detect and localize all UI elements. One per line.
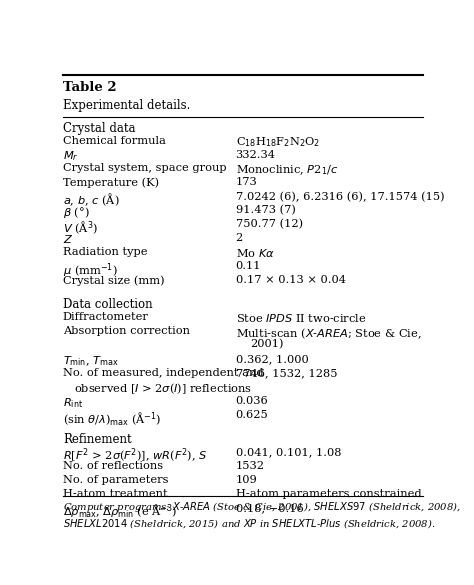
Text: $M_{r}$: $M_{r}$	[63, 150, 78, 163]
Text: 0.11: 0.11	[236, 261, 261, 271]
Text: 0.036: 0.036	[236, 396, 268, 406]
Text: observed [$I$ > 2$\sigma$($I$)] reflections: observed [$I$ > 2$\sigma$($I$)] reflecti…	[74, 381, 252, 396]
Text: No. of measured, independent and: No. of measured, independent and	[63, 368, 264, 378]
Text: 7.0242 (6), 6.2316 (6), 17.1574 (15): 7.0242 (6), 6.2316 (6), 17.1574 (15)	[236, 191, 444, 202]
Text: 1532: 1532	[236, 461, 264, 471]
Text: Table 2: Table 2	[63, 81, 117, 94]
Text: 109: 109	[236, 475, 257, 485]
Text: No. of reflections: No. of reflections	[63, 461, 163, 471]
Text: Multi-scan ($X$-$AREA$; Stoe & Cie,: Multi-scan ($X$-$AREA$; Stoe & Cie,	[236, 326, 421, 340]
Text: Stoe $IPDS$ II two-circle: Stoe $IPDS$ II two-circle	[236, 312, 366, 324]
Text: $\mu$ (mm$^{-1}$): $\mu$ (mm$^{-1}$)	[63, 261, 118, 280]
Text: $V$ (Å$^{3}$): $V$ (Å$^{3}$)	[63, 219, 98, 236]
Text: Data collection: Data collection	[63, 298, 153, 311]
Text: (sin $\theta$/$\lambda$)$_{\rm max}$ (Å$^{-1}$): (sin $\theta$/$\lambda$)$_{\rm max}$ (Å$…	[63, 410, 162, 427]
Text: Radiation type: Radiation type	[63, 247, 147, 257]
Text: Crystal system, space group: Crystal system, space group	[63, 163, 227, 174]
Text: Mo $K\alpha$: Mo $K\alpha$	[236, 247, 274, 259]
Text: 0.362, 1.000: 0.362, 1.000	[236, 354, 308, 364]
Text: 750.77 (12): 750.77 (12)	[236, 219, 303, 230]
Text: 0.041, 0.101, 1.08: 0.041, 0.101, 1.08	[236, 447, 341, 457]
Text: Temperature (K): Temperature (K)	[63, 177, 159, 188]
Text: $a$, $b$, $c$ (Å): $a$, $b$, $c$ (Å)	[63, 191, 119, 208]
Text: Computer programs: $X$-$AREA$ (Stoe & Cie, 2001), $SHELXS97$ (Sheldrick, 2008),: Computer programs: $X$-$AREA$ (Stoe & Ci…	[63, 500, 461, 514]
Text: 7746, 1532, 1285: 7746, 1532, 1285	[236, 368, 337, 378]
Text: Refinement: Refinement	[63, 433, 132, 446]
Text: H-atom parameters constrained: H-atom parameters constrained	[236, 489, 421, 499]
Text: 0.18, −0.16: 0.18, −0.16	[236, 503, 303, 513]
Text: C$_{18}$H$_{18}$F$_{2}$N$_{2}$O$_{2}$: C$_{18}$H$_{18}$F$_{2}$N$_{2}$O$_{2}$	[236, 136, 320, 149]
Text: $R$[$F^{2}$ > 2$\sigma$($F^{2}$)], $wR$($F^{2}$), $S$: $R$[$F^{2}$ > 2$\sigma$($F^{2}$)], $wR$(…	[63, 447, 207, 465]
Text: $R_{\rm int}$: $R_{\rm int}$	[63, 396, 83, 409]
Text: H-atom treatment: H-atom treatment	[63, 489, 167, 499]
Text: Crystal size (mm): Crystal size (mm)	[63, 275, 164, 285]
Text: Monoclinic, $P$2$_{1}$/$c$: Monoclinic, $P$2$_{1}$/$c$	[236, 163, 338, 177]
Text: 0.625: 0.625	[236, 410, 268, 420]
Text: No. of parameters: No. of parameters	[63, 475, 168, 485]
Text: $Z$: $Z$	[63, 233, 73, 245]
Text: 332.34: 332.34	[236, 150, 275, 160]
Text: Diffractometer: Diffractometer	[63, 312, 149, 322]
Text: $T_{\rm min}$, $T_{\rm max}$: $T_{\rm min}$, $T_{\rm max}$	[63, 354, 118, 368]
Text: 173: 173	[236, 177, 257, 187]
Text: Chemical formula: Chemical formula	[63, 136, 166, 146]
Text: 0.17 × 0.13 × 0.04: 0.17 × 0.13 × 0.04	[236, 275, 346, 285]
Text: 2: 2	[236, 233, 243, 243]
Text: $\beta$ (°): $\beta$ (°)	[63, 205, 90, 221]
Text: $SHELXL2014$ (Sheldrick, 2015) and $XP$ in $SHELXTL$-$Plus$ (Sheldrick, 2008).: $SHELXL2014$ (Sheldrick, 2015) and $XP$ …	[63, 517, 436, 530]
Text: Absorption correction: Absorption correction	[63, 326, 190, 336]
Text: 2001): 2001)	[250, 339, 284, 350]
Text: $\Delta\rho_{\rm max}$, $\Delta\rho_{\rm min}$ (e Å$^{-3}$): $\Delta\rho_{\rm max}$, $\Delta\rho_{\rm…	[63, 503, 177, 520]
Text: Experimental details.: Experimental details.	[63, 99, 190, 112]
Text: 91.473 (7): 91.473 (7)	[236, 205, 295, 216]
Text: Crystal data: Crystal data	[63, 122, 136, 135]
